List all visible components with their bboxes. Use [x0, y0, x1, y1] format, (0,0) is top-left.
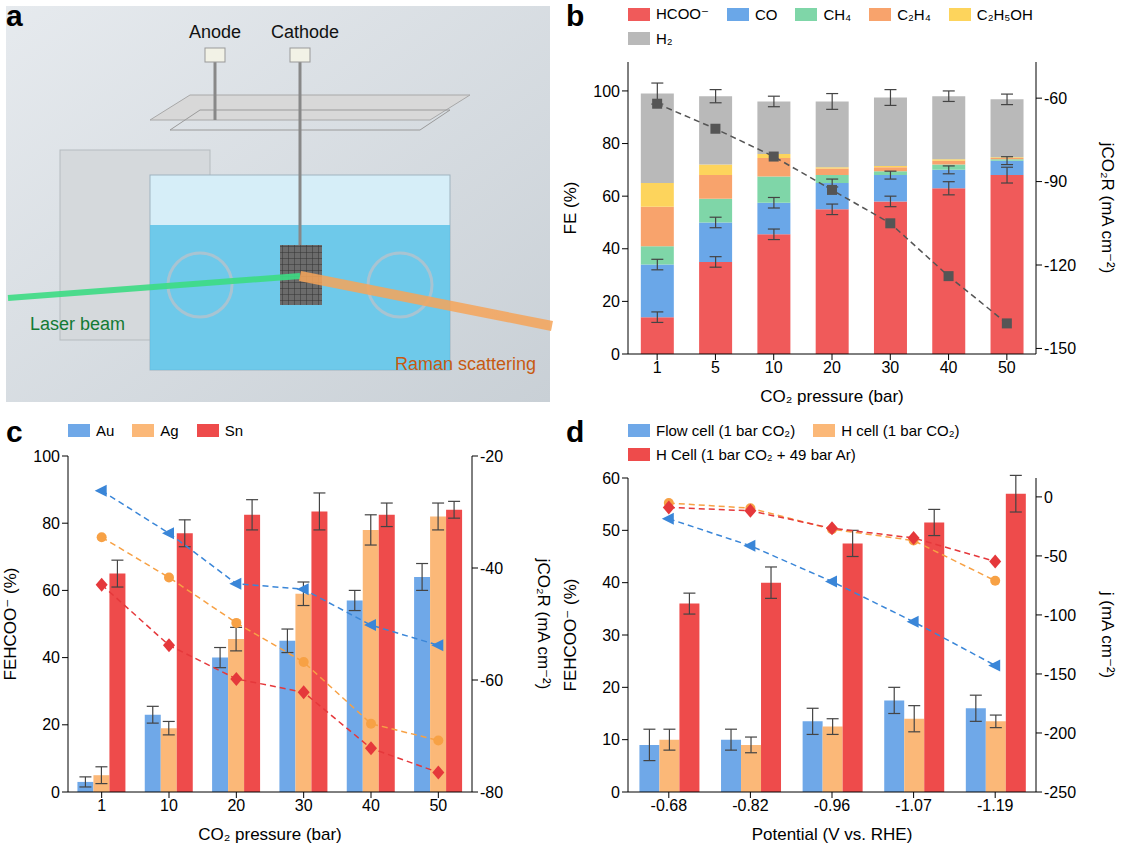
svg-text:30: 30 — [881, 359, 899, 376]
html-text:C₂H₄: C₂H₄ — [897, 5, 931, 23]
svg-text:-60: -60 — [1044, 90, 1067, 107]
svg-text:20: 20 — [602, 679, 620, 696]
svg-text:j (mA cm⁻²): j (mA cm⁻²) — [1098, 591, 1117, 678]
html-text:c: c — [6, 415, 23, 448]
svg-text:-250: -250 — [1044, 784, 1076, 801]
html-text:C₂H₅OH: C₂H₅OH — [976, 5, 1033, 23]
svg-text:40: 40 — [602, 574, 620, 591]
svg-text:50: 50 — [602, 522, 620, 539]
svg-text:FEHCOO⁻ (%): FEHCOO⁻ (%) — [561, 579, 580, 692]
svg-text:50: 50 — [998, 359, 1016, 376]
svg-text:-150: -150 — [1044, 666, 1076, 683]
svg-text:30: 30 — [295, 797, 313, 814]
svg-text:60: 60 — [602, 188, 620, 205]
svg-text:CO₂ pressure (bar): CO₂ pressure (bar) — [760, 387, 904, 406]
svg-text:Laser beam: Laser beam — [30, 314, 125, 334]
svg-text:20: 20 — [823, 359, 841, 376]
html-text:d: d — [566, 415, 585, 448]
svg-text:FE (%): FE (%) — [561, 182, 580, 235]
svg-text:-200: -200 — [1044, 725, 1076, 742]
svg-text:20: 20 — [227, 797, 245, 814]
svg-text:5: 5 — [711, 359, 720, 376]
svg-text:40: 40 — [362, 797, 380, 814]
svg-text:0: 0 — [611, 346, 620, 363]
svg-text:-40: -40 — [480, 560, 503, 577]
svg-text:Anode: Anode — [189, 22, 241, 42]
html-text:H cell (1 bar CO₂): H cell (1 bar CO₂) — [841, 421, 960, 439]
html-text:H Cell (1 bar CO₂ + 49 bar Ar): H Cell (1 bar CO₂ + 49 bar Ar) — [656, 445, 856, 463]
svg-text:-120: -120 — [1044, 257, 1076, 274]
svg-text:80: 80 — [602, 135, 620, 152]
svg-text:Potential (V vs. RHE): Potential (V vs. RHE) — [752, 825, 913, 844]
svg-text:-90: -90 — [1044, 173, 1067, 190]
svg-text:Cathode: Cathode — [271, 22, 339, 42]
svg-text:30: 30 — [602, 627, 620, 644]
svg-text:jCO₂R (mA cm⁻²): jCO₂R (mA cm⁻²) — [534, 558, 553, 690]
svg-text:10: 10 — [765, 359, 783, 376]
svg-text:80: 80 — [42, 515, 60, 532]
html-text:Ag: Ag — [160, 421, 179, 439]
svg-text:10: 10 — [160, 797, 178, 814]
svg-text:0: 0 — [611, 784, 620, 801]
html-text:HCOO⁻: HCOO⁻ — [656, 5, 709, 22]
svg-text:jCO₂R (mA cm⁻²): jCO₂R (mA cm⁻²) — [1098, 142, 1117, 274]
svg-text:-0.82: -0.82 — [732, 797, 769, 814]
svg-text:40: 40 — [42, 649, 60, 666]
svg-text:60: 60 — [42, 582, 60, 599]
svg-text:Raman scattering: Raman scattering — [395, 354, 536, 374]
svg-text:CO₂ pressure (bar): CO₂ pressure (bar) — [198, 825, 342, 844]
svg-text:-80: -80 — [480, 784, 503, 801]
svg-text:100: 100 — [593, 83, 620, 100]
svg-text:60: 60 — [602, 470, 620, 487]
svg-text:-20: -20 — [480, 448, 503, 465]
svg-text:40: 40 — [940, 359, 958, 376]
svg-text:0: 0 — [51, 784, 60, 801]
svg-text:50: 50 — [429, 797, 447, 814]
svg-text:1: 1 — [653, 359, 662, 376]
svg-text:-1.19: -1.19 — [977, 797, 1014, 814]
html-text:b: b — [566, 0, 585, 32]
svg-text:-0.68: -0.68 — [651, 797, 688, 814]
svg-text:-1.07: -1.07 — [895, 797, 932, 814]
html-text:Flow cell (1 bar CO₂): Flow cell (1 bar CO₂) — [656, 421, 796, 439]
svg-text:-60: -60 — [480, 672, 503, 689]
svg-text:-0.96: -0.96 — [814, 797, 851, 814]
html-text:a: a — [6, 0, 23, 32]
svg-text:-150: -150 — [1044, 340, 1076, 357]
html-text:H₂: H₂ — [656, 29, 673, 47]
svg-text:10: 10 — [602, 731, 620, 748]
svg-text:-100: -100 — [1044, 607, 1076, 624]
svg-text:1: 1 — [97, 797, 106, 814]
svg-text:40: 40 — [602, 240, 620, 257]
svg-text:20: 20 — [42, 716, 60, 733]
svg-text:-50: -50 — [1044, 548, 1067, 565]
html-text:Au: Au — [96, 421, 115, 439]
svg-text:0: 0 — [1044, 489, 1053, 506]
svg-text:20: 20 — [602, 293, 620, 310]
html-text:Sn: Sn — [224, 421, 244, 439]
svg-text:100: 100 — [33, 448, 60, 465]
html-text:CO: CO — [754, 5, 778, 23]
html-text:CH₄: CH₄ — [823, 5, 852, 23]
svg-text:FEHCOO⁻ (%): FEHCOO⁻ (%) — [1, 568, 20, 681]
